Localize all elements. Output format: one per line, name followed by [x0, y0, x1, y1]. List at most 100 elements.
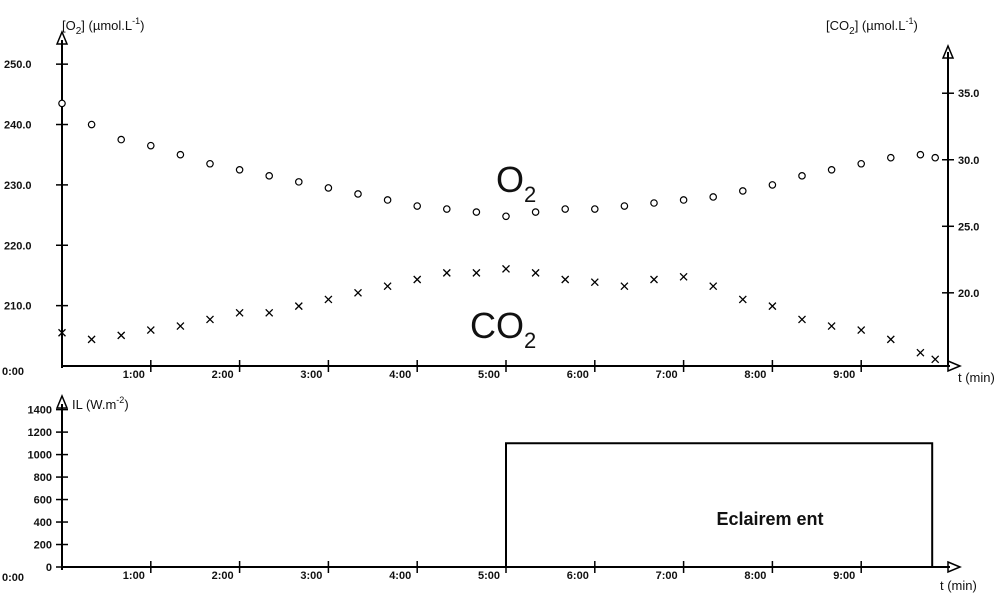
- o2-point: [620, 202, 629, 210]
- co2-point: [146, 326, 155, 335]
- time-tick-label: 9:00: [833, 570, 855, 582]
- o2-point: [383, 196, 392, 204]
- time-tick-label: 6:00: [567, 369, 589, 381]
- o2-tick-label: 250.0: [4, 59, 32, 71]
- o2-series: [58, 99, 940, 221]
- co2-series: [58, 264, 940, 364]
- top-origin-label: 0:00: [2, 366, 24, 378]
- co2-point: [383, 282, 392, 291]
- o2-point: [294, 178, 303, 186]
- top-left-axis-arrow: [55, 30, 69, 45]
- time-tick-label: 6:00: [567, 570, 589, 582]
- il-tick-label: 1200: [28, 427, 52, 439]
- bottom-time-ticks: 1:00 2:00 3:00 4:00 5:00 6:00 7:00 8:00 9:00: [123, 561, 862, 582]
- il-axis-title: IL (W.m-2): [72, 395, 129, 412]
- il-tick-label: 200: [34, 540, 52, 552]
- o2-point: [561, 205, 570, 213]
- co2-point: [709, 282, 718, 291]
- o2-point: [265, 172, 274, 180]
- bottom-origin-label: 0:00: [2, 572, 24, 584]
- o2-point: [502, 212, 510, 221]
- o2-point: [531, 208, 540, 216]
- co2-point: [531, 268, 540, 277]
- o2-point: [916, 150, 925, 159]
- co2-point: [738, 295, 747, 304]
- illumination-series-line: [62, 442, 934, 568]
- co2-axis-title: [CO2] (µmol.L-1): [826, 16, 918, 37]
- o2-point: [931, 153, 940, 162]
- o2-point: [709, 193, 718, 201]
- co2-point: [561, 275, 570, 284]
- co2-point: [502, 264, 510, 273]
- co2-point: [235, 308, 244, 317]
- o2-point: [679, 196, 688, 204]
- time-tick-label: 1:00: [123, 570, 145, 582]
- time-tick-label: 8:00: [744, 369, 766, 381]
- il-tick-label: 0: [46, 562, 52, 574]
- o2-point: [650, 199, 658, 207]
- co2-point: [354, 288, 362, 297]
- co2-axis-ticks: 35.0 30.0 25.0 20.0: [942, 88, 979, 300]
- co2-tick-label: 25.0: [958, 221, 979, 233]
- o2-point: [413, 202, 422, 210]
- illumination-annotation: Eclairem ent: [716, 509, 823, 529]
- top-x-axis-title: t (min): [958, 370, 995, 385]
- co2-point: [472, 268, 481, 277]
- co2-point: [857, 326, 866, 335]
- o2-point: [206, 159, 214, 168]
- co2-point: [886, 335, 895, 344]
- co2-point: [768, 302, 777, 311]
- o2-point: [324, 184, 333, 192]
- il-tick-label: 1000: [28, 450, 52, 462]
- o2-point: [827, 165, 836, 174]
- co2-point: [679, 272, 688, 281]
- bottom-x-axis-title: t (min): [940, 578, 977, 593]
- o2-point: [798, 172, 806, 180]
- o2-point: [768, 181, 777, 189]
- co2-point: [413, 275, 422, 284]
- co2-point: [827, 322, 836, 331]
- time-tick-label: 7:00: [656, 369, 678, 381]
- bottom-y-axis-arrow: [55, 394, 69, 409]
- co2-point: [798, 315, 806, 324]
- time-tick-label: 5:00: [478, 369, 500, 381]
- time-tick-label: 2:00: [212, 570, 234, 582]
- o2-point: [472, 208, 481, 216]
- co2-series-label: CO2: [470, 305, 536, 353]
- co2-point: [650, 275, 658, 284]
- co2-point: [117, 331, 126, 340]
- o2-point: [235, 165, 244, 174]
- il-tick-label: 800: [34, 472, 52, 484]
- co2-point: [294, 302, 303, 311]
- o2-tick-label: 210.0: [4, 301, 32, 313]
- o2-point: [354, 190, 362, 198]
- time-tick-label: 2:00: [212, 369, 234, 381]
- co2-tick-label: 20.0: [958, 288, 979, 300]
- co2-point: [442, 268, 451, 277]
- time-tick-label: 3:00: [300, 369, 322, 381]
- o2-point: [738, 187, 747, 195]
- co2-point: [265, 308, 274, 317]
- o2-axis-ticks: 250.0 240.0 230.0 220.0 210.0: [4, 59, 68, 313]
- time-tick-label: 3:00: [300, 570, 322, 582]
- co2-point: [87, 335, 96, 344]
- time-tick-label: 5:00: [478, 570, 500, 582]
- o2-axis-title: [O2] (µmol.L-1): [62, 16, 145, 37]
- time-tick-label: 9:00: [833, 369, 855, 381]
- co2-point: [620, 282, 629, 291]
- o2-point: [117, 135, 126, 144]
- o2-tick-label: 220.0: [4, 240, 32, 252]
- il-axis-ticks: 1400 1200 1000 800 600 400 200 0: [28, 405, 68, 574]
- il-tick-label: 600: [34, 495, 52, 507]
- o2-point: [886, 153, 895, 162]
- o2-tick-label: 240.0: [4, 120, 32, 132]
- o2-tick-label: 230.0: [4, 180, 32, 192]
- il-tick-label: 400: [34, 517, 52, 529]
- o2-point: [857, 159, 866, 168]
- time-tick-label: 7:00: [656, 570, 678, 582]
- o2-point: [590, 205, 599, 213]
- bottom-x-axis-arrow: [947, 560, 962, 574]
- o2-point: [58, 99, 66, 108]
- co2-point: [590, 278, 599, 287]
